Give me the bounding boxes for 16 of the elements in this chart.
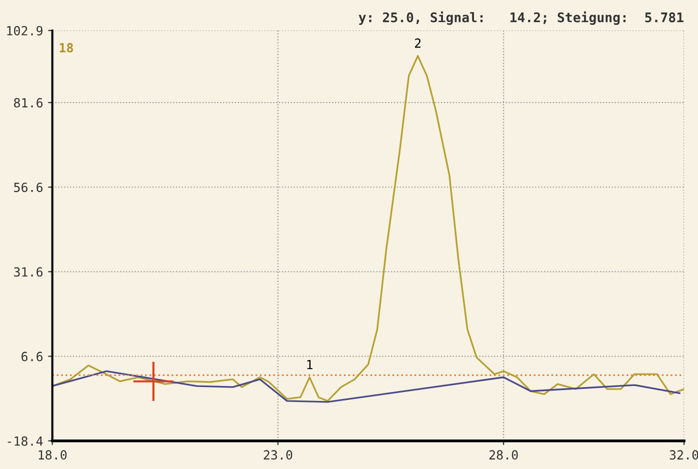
line-series [52, 55, 684, 402]
x-tick-label: 18.0 [38, 450, 67, 460]
y-tick-label: 102.9 [7, 26, 42, 36]
annotation: 2 [414, 38, 421, 48]
x-tick-label: 23.0 [264, 450, 292, 460]
annotation: 18 [60, 43, 73, 52]
y-tick-label: 31.6 [14, 267, 43, 277]
chart-title: y: 25.0, Signal: 14.2; Steigung: 5.781 [358, 11, 684, 25]
y-tick-label: 81.6 [14, 98, 43, 108]
x-tick-label: 32.0 [670, 450, 698, 460]
y-tick-label: 56.6 [14, 182, 43, 192]
annotation: 1 [307, 360, 312, 370]
x-tick-label: 28.0 [489, 450, 518, 460]
y-tick-label: -18.4 [8, 436, 43, 446]
y-tick-label: 6.6 [22, 352, 43, 362]
line-series [52, 370, 680, 403]
